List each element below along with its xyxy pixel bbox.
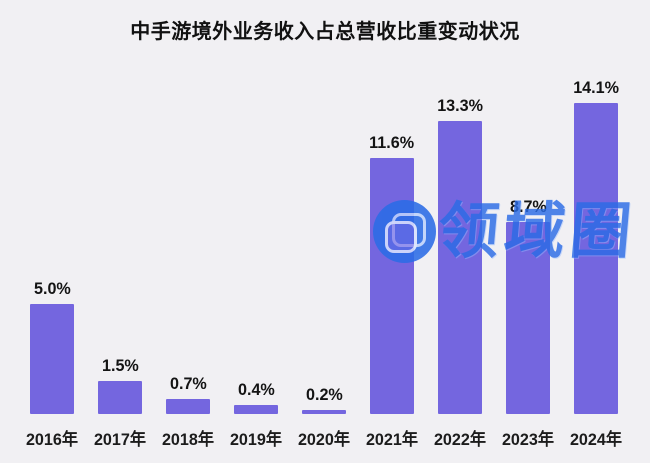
bar-column: 0.4% — [222, 380, 290, 414]
bar-value-label: 5.0% — [33, 279, 71, 298]
x-axis-label: 2016年 — [25, 430, 79, 449]
bar — [438, 121, 482, 414]
x-axis-label: 2021年 — [365, 430, 419, 449]
bar-value-label: 0.2% — [305, 385, 343, 404]
bar — [98, 381, 142, 414]
bar-column: 1.5% — [86, 356, 154, 414]
bar — [302, 410, 346, 414]
bar-column: 14.1% — [562, 78, 630, 414]
bar-column: 13.3% — [426, 96, 494, 414]
bars-row: 5.0% 1.5% 0.7% 0.4% 0.2% 11.6% 13.3% 8.7% 14.1% — [18, 78, 630, 414]
x-axis-label: 2018年 — [161, 430, 215, 449]
x-axis-label: 2023年 — [501, 430, 555, 449]
bar — [574, 103, 618, 414]
bar — [30, 304, 74, 414]
bar-value-label: 0.7% — [169, 374, 207, 393]
x-axis-label: 2024年 — [569, 430, 623, 449]
bar-value-label: 1.5% — [101, 356, 139, 375]
x-axis-label: 2019年 — [229, 430, 283, 449]
bar-column: 11.6% — [358, 133, 426, 414]
bar-column: 0.7% — [154, 374, 222, 414]
bar-value-label: 13.3% — [437, 96, 483, 115]
bar-value-label: 11.6% — [369, 133, 415, 152]
chart-title: 中手游境外业务收入占总营收比重变动状况 — [130, 21, 520, 43]
bar-column: 8.7% — [494, 197, 562, 414]
x-axis-label: 2017年 — [93, 430, 147, 449]
bar-value-label: 14.1% — [573, 78, 619, 97]
x-axis-labels-row: 2016年 2017年 2018年 2019年 2020年 2021年 2022年 2023年… — [18, 425, 630, 450]
bar — [166, 399, 210, 414]
bar-value-label: 8.7% — [509, 197, 547, 216]
bar — [506, 222, 550, 414]
bar-value-label: 0.4% — [237, 380, 275, 399]
bar — [234, 405, 278, 414]
bar-column: 0.2% — [290, 385, 358, 414]
x-axis-label: 2022年 — [433, 430, 487, 449]
bar — [370, 158, 414, 414]
x-axis-label: 2020年 — [297, 430, 351, 449]
bar-column: 5.0% — [18, 279, 86, 414]
